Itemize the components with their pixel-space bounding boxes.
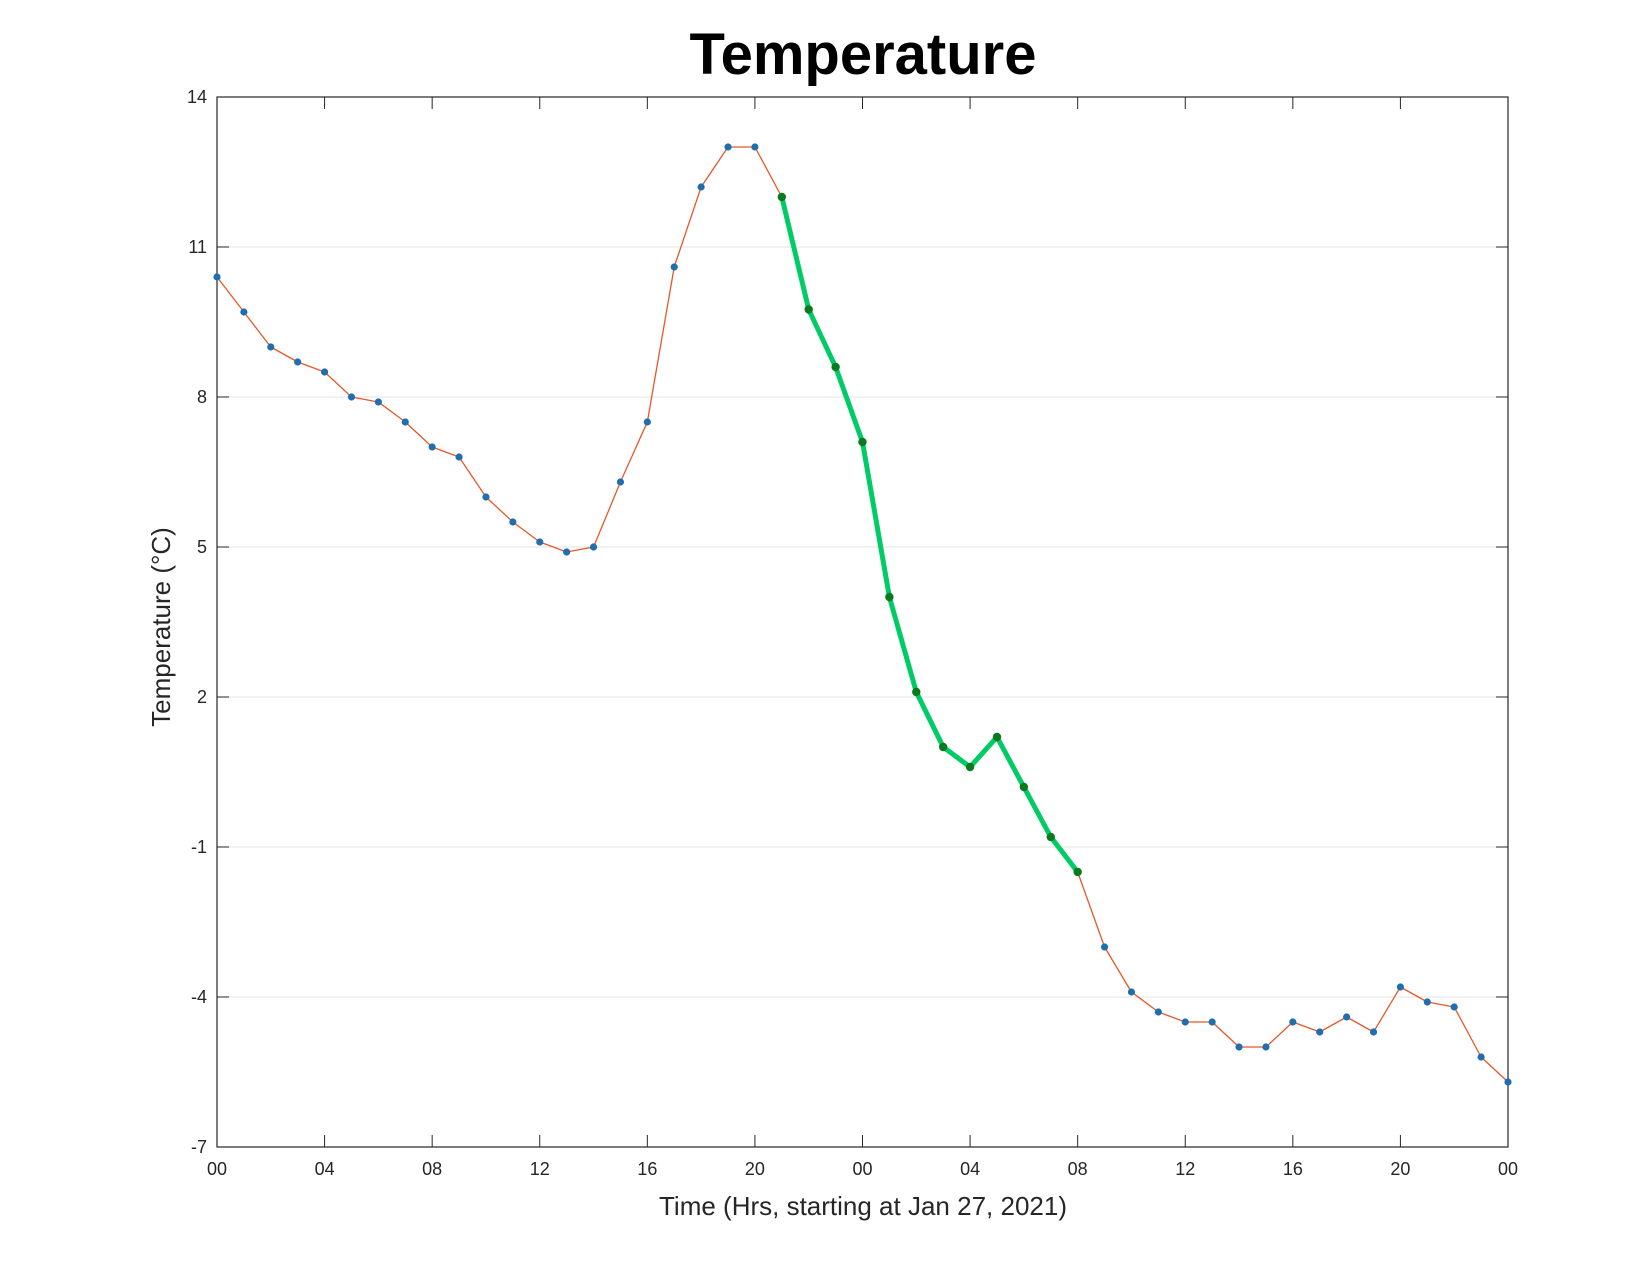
y-tick-label: 5	[197, 537, 207, 557]
y-tick-label: -7	[191, 1137, 207, 1157]
x-tick-label: 04	[315, 1159, 335, 1179]
data-point	[455, 453, 463, 461]
data-point	[1235, 1043, 1243, 1051]
data-point	[697, 183, 705, 191]
x-tick-label: 12	[1175, 1159, 1195, 1179]
y-axis-label: Temperature (°C)	[146, 527, 176, 727]
temperature-line	[216, 146, 1509, 1083]
data-point	[724, 143, 732, 151]
data-point	[643, 418, 651, 426]
data-point	[401, 418, 409, 426]
series-full-record	[216, 146, 1509, 1083]
data-point	[751, 143, 759, 151]
data-point	[616, 478, 625, 486]
data-points	[213, 143, 1512, 1086]
data-point	[670, 263, 678, 271]
data-point	[1208, 1018, 1216, 1026]
x-tick-label: 00	[852, 1159, 872, 1179]
highlight-data-point	[1073, 867, 1082, 877]
data-point	[1316, 1028, 1324, 1036]
y-tick-label: -4	[191, 987, 207, 1007]
x-tick-label: 20	[745, 1159, 765, 1179]
highlight-data-point	[777, 192, 787, 202]
data-point	[347, 393, 356, 401]
highlight-line	[779, 194, 1081, 875]
highlight-data-point	[885, 592, 894, 602]
y-tick-label: 8	[197, 387, 207, 407]
data-point	[1127, 988, 1136, 996]
highlight-data-point	[1019, 782, 1029, 792]
plot-area-frame	[216, 96, 1509, 1148]
chart-title: Temperature	[689, 22, 1036, 87]
x-tick-label: 16	[637, 1159, 657, 1179]
data-point	[1477, 1053, 1485, 1061]
x-tick-label: 00	[1498, 1159, 1518, 1179]
series-highlighted-segment	[779, 194, 1081, 875]
x-tick-label: 00	[207, 1159, 227, 1179]
data-point	[1181, 1018, 1189, 1026]
highlight-data-point	[992, 732, 1002, 742]
data-point	[1504, 1078, 1512, 1086]
y-tick-label: 11	[188, 237, 207, 257]
x-tick-label: 08	[422, 1159, 442, 1179]
highlight-data-point	[938, 742, 948, 752]
data-point	[294, 358, 302, 366]
highlight-data-point	[965, 762, 975, 772]
x-tick-label: 16	[1283, 1159, 1303, 1179]
highlight-data-point	[912, 687, 921, 697]
x-tick-label: 12	[530, 1159, 550, 1179]
data-point	[267, 343, 275, 351]
data-point	[589, 543, 598, 551]
data-point	[240, 308, 248, 316]
data-point	[1343, 1013, 1351, 1021]
highlight-data-point	[804, 305, 813, 314]
data-point	[1100, 943, 1109, 951]
data-point	[374, 398, 382, 406]
data-point	[536, 538, 544, 546]
highlight-data-point	[858, 437, 867, 447]
highlight-data-point	[1046, 832, 1055, 842]
y-tick-label: 2	[197, 687, 207, 707]
data-point	[482, 493, 490, 501]
data-point	[1423, 998, 1431, 1006]
data-point	[1369, 1028, 1378, 1036]
axis-ticks: -7 -4 -1 2 5 8 11 14 00 04 08 12 16 20 00 04 08 12 16 20 00	[187, 87, 1518, 1179]
y-tick-label: 14	[187, 87, 207, 107]
data-point	[213, 273, 221, 281]
y-tick-label: -1	[191, 837, 207, 857]
data-point	[428, 443, 436, 451]
data-point	[1450, 1003, 1458, 1011]
x-tick-label: 04	[960, 1159, 980, 1179]
x-tick-label: 08	[1068, 1159, 1088, 1179]
data-point	[1396, 983, 1405, 991]
data-point	[1154, 1008, 1162, 1016]
data-point	[320, 368, 329, 376]
grid-lines	[217, 246, 1508, 998]
data-point	[1262, 1043, 1270, 1051]
data-point	[1289, 1018, 1297, 1026]
x-axis-label: Time (Hrs, starting at Jan 27, 2021)	[659, 1191, 1067, 1221]
data-point	[509, 518, 517, 526]
highlight-data-point	[831, 362, 840, 372]
data-point	[563, 548, 571, 556]
x-tick-label: 20	[1390, 1159, 1410, 1179]
